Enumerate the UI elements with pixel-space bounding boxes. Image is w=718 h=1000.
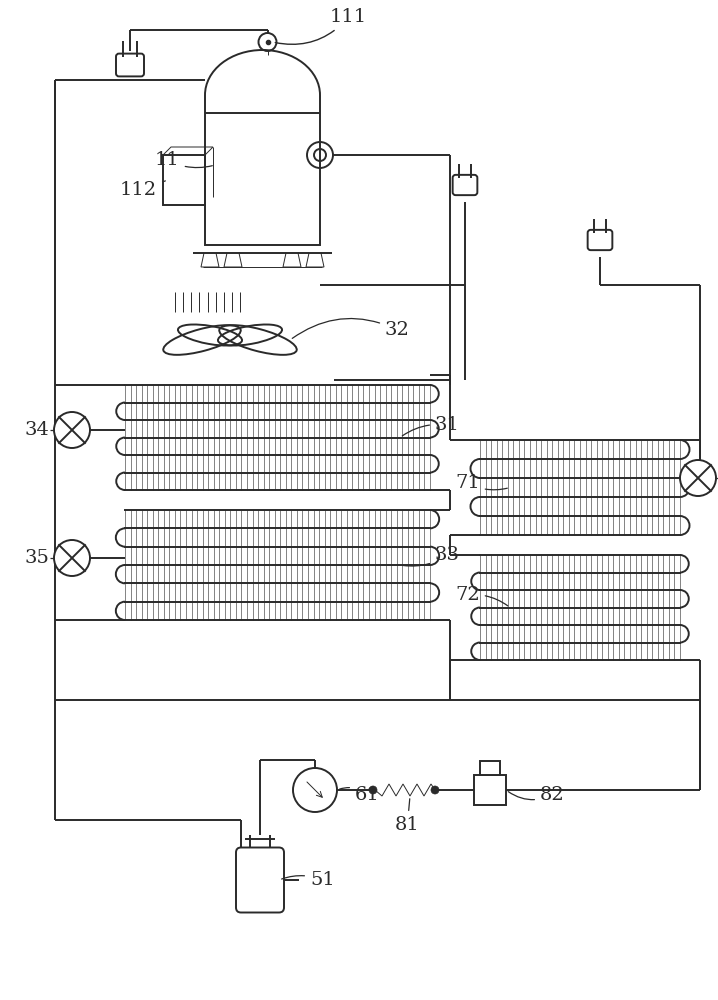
Circle shape [54, 540, 90, 576]
Text: 31: 31 [402, 416, 460, 436]
Text: 11: 11 [155, 151, 213, 169]
Bar [163, 155, 205, 205]
Text: 82: 82 [508, 786, 565, 804]
FancyBboxPatch shape [236, 848, 284, 912]
Bar [480, 761, 500, 775]
Text: 71: 71 [455, 474, 508, 492]
Text: 35: 35 [25, 549, 50, 567]
Text: 34: 34 [25, 421, 50, 439]
Text: 72: 72 [455, 586, 508, 606]
Circle shape [680, 460, 716, 496]
Text: 51: 51 [281, 871, 335, 889]
Circle shape [293, 768, 337, 812]
Text: 81: 81 [395, 799, 420, 834]
Text: 111: 111 [275, 8, 367, 44]
Circle shape [431, 786, 439, 794]
Text: 32: 32 [292, 318, 410, 339]
Circle shape [54, 412, 90, 448]
Bar [474, 775, 506, 805]
Text: 33: 33 [403, 546, 460, 566]
Text: 61: 61 [340, 786, 380, 804]
Text: 112: 112 [120, 181, 165, 199]
Circle shape [369, 786, 377, 794]
